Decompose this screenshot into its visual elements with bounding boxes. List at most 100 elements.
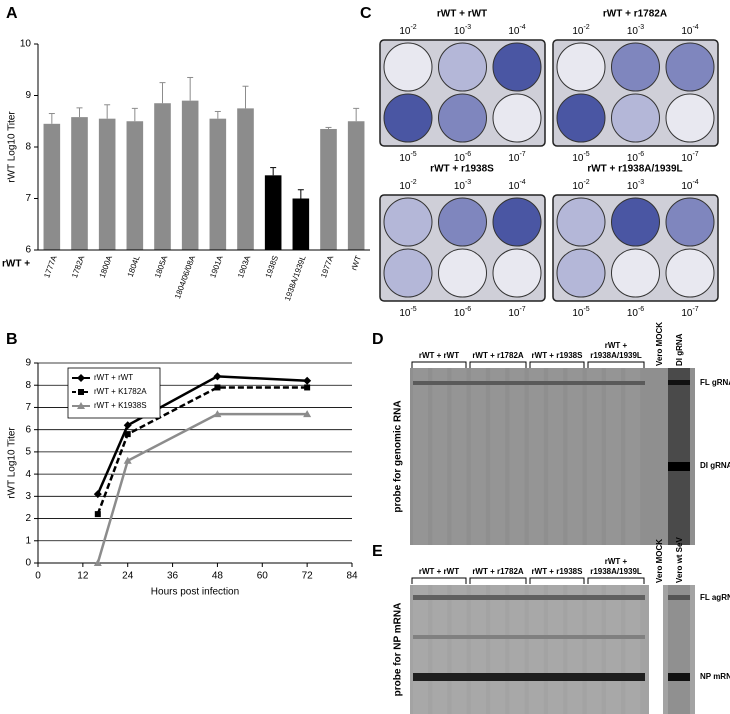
legend-label: rWT + rWT	[94, 373, 133, 382]
marker	[77, 374, 85, 382]
y-tick-label: 9	[25, 90, 31, 101]
dilution-exponent: -7	[692, 151, 698, 158]
dilution-base: 10	[572, 308, 584, 319]
x-tick-label: 1903A	[236, 254, 253, 279]
dilution-label: 10-7	[681, 306, 698, 319]
group-label: rWT + r1938S	[532, 567, 584, 576]
group-bracket	[411, 361, 467, 368]
dilution-exponent: -7	[692, 306, 698, 313]
dilution-exponent: -2	[583, 24, 589, 31]
dilution-exponent: -4	[692, 24, 698, 31]
x-tick-label: 1804/06/08A	[173, 254, 197, 300]
x-tick-label: 1804L	[126, 254, 142, 279]
dilution-base: 10	[399, 153, 411, 164]
well	[665, 42, 715, 92]
y-tick-label: 9	[25, 358, 31, 369]
band	[413, 673, 645, 681]
well	[383, 197, 433, 247]
dilution-label: 10-2	[399, 179, 416, 192]
lane	[509, 585, 525, 714]
y-tick-label: 0	[25, 558, 31, 569]
group-bracket	[469, 361, 527, 368]
well	[438, 248, 487, 298]
dilution-label: 10-5	[572, 151, 589, 164]
lane	[625, 585, 641, 714]
category-prefix: rWT +	[2, 259, 30, 270]
marker	[93, 490, 102, 499]
lane-label: Vero MOCK	[655, 322, 664, 366]
lane	[548, 368, 564, 545]
dilution-label: 10-3	[454, 179, 471, 192]
blot-y-label: probe for genomic RNA	[393, 400, 404, 512]
dilution-label: 10-4	[681, 179, 698, 192]
marker	[124, 431, 131, 438]
plate-title: rWT + r1938A/1939L	[587, 164, 682, 175]
y-axis-label: rWT Log10 Titer	[7, 111, 18, 183]
well	[556, 197, 606, 247]
dilution-base: 10	[454, 26, 466, 37]
x-tick-label: 12	[77, 571, 89, 582]
well	[611, 42, 660, 92]
dilution-exponent: -2	[410, 179, 416, 186]
lane	[432, 368, 448, 545]
marker	[93, 559, 102, 566]
well	[492, 248, 542, 298]
x-tick-label: rWT	[349, 254, 363, 271]
dilution-base: 10	[681, 181, 693, 192]
y-axis-label: rWT Log10 Titer	[7, 427, 18, 499]
dilution-exponent: -2	[410, 24, 416, 31]
bar	[292, 198, 310, 250]
well	[556, 93, 606, 143]
dilution-base: 10	[508, 153, 520, 164]
dilution-label: 10-3	[627, 179, 644, 192]
series-line	[96, 412, 308, 564]
lane-label: Vero wt SeV	[675, 537, 684, 583]
x-tick-label: 1901A	[208, 254, 225, 279]
x-tick-label: 24	[122, 571, 134, 582]
well	[438, 42, 487, 92]
series-line	[96, 375, 308, 495]
dilution-label: 10-4	[508, 179, 525, 192]
y-tick-label: 10	[20, 39, 32, 50]
marker	[77, 402, 85, 409]
lane	[606, 368, 621, 545]
dilution-exponent: -5	[410, 151, 416, 158]
x-tick-label: 1977A	[319, 254, 336, 279]
dilution-exponent: -6	[638, 306, 644, 313]
group-label: rWT +	[605, 341, 628, 350]
well	[492, 42, 542, 92]
well	[492, 197, 542, 247]
lane	[413, 585, 428, 714]
lane	[668, 585, 690, 714]
dilution-label: 10-6	[627, 151, 644, 164]
dilution-label: 10-4	[681, 24, 698, 37]
dilution-exponent: -5	[583, 151, 589, 158]
marker	[123, 456, 132, 464]
x-tick-label: 1782A	[70, 254, 87, 279]
band	[668, 380, 690, 385]
x-tick-label: 36	[167, 571, 179, 582]
marker	[303, 410, 312, 418]
blot-y-label: probe for NP mRNA	[393, 603, 404, 697]
lane-label: Vero MOCK	[655, 539, 664, 583]
dilution-exponent: -4	[519, 179, 525, 186]
dilution-base: 10	[454, 153, 466, 164]
dilution-label: 10-2	[572, 24, 589, 37]
x-tick-label: 1777A	[42, 254, 59, 279]
group-label: rWT + r1782A	[472, 351, 524, 360]
x-tick-label: 0	[35, 571, 41, 582]
marker	[304, 384, 311, 391]
well	[665, 197, 715, 247]
lane	[490, 368, 506, 545]
well	[383, 42, 433, 92]
dilution-base: 10	[454, 308, 466, 319]
dilution-label: 10-7	[508, 151, 525, 164]
marker	[123, 421, 132, 430]
dilution-label: 10-3	[454, 24, 471, 37]
well	[492, 93, 542, 143]
well	[383, 248, 433, 298]
group-bracket	[469, 577, 527, 584]
dilution-base: 10	[399, 308, 411, 319]
band	[668, 673, 690, 681]
